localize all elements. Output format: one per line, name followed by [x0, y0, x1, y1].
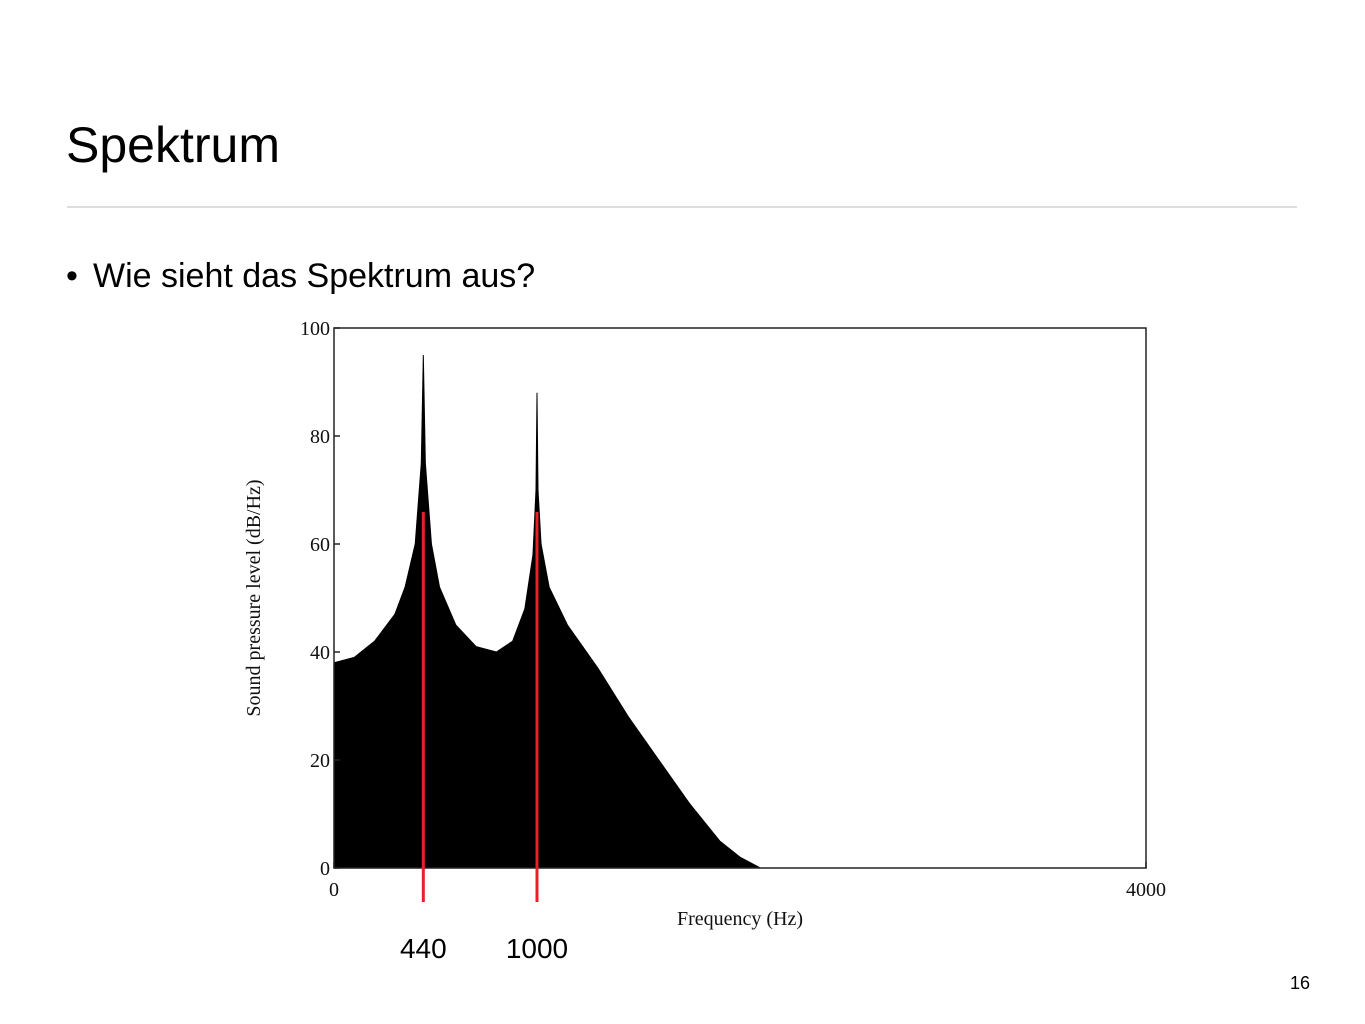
y-tick-label: 60: [310, 534, 330, 556]
x-axis-label: Frequency (Hz): [677, 908, 803, 930]
bullet-text: Wie sieht das Spektrum aus?: [93, 257, 535, 295]
y-tick-label: 40: [310, 642, 330, 664]
marker-label: 1000: [506, 933, 568, 964]
plot-frame: [333, 327, 1147, 869]
x-tick-label: 4000: [1126, 879, 1166, 901]
y-tick-label: 0: [320, 858, 330, 880]
spectrum-area: [333, 354, 1146, 869]
marker-label: 440: [400, 933, 447, 964]
bullet-dot: •: [66, 257, 78, 295]
page-number: 16: [1290, 973, 1310, 993]
y-tick-label: 100: [300, 318, 330, 340]
y-tick-label: 80: [310, 426, 330, 448]
x-tick-label: 0: [329, 879, 339, 901]
y-axis-label: Sound pressure level (dB/Hz): [243, 479, 265, 716]
y-tick-label: 20: [310, 750, 330, 772]
slide-title: Spektrum: [66, 117, 280, 173]
